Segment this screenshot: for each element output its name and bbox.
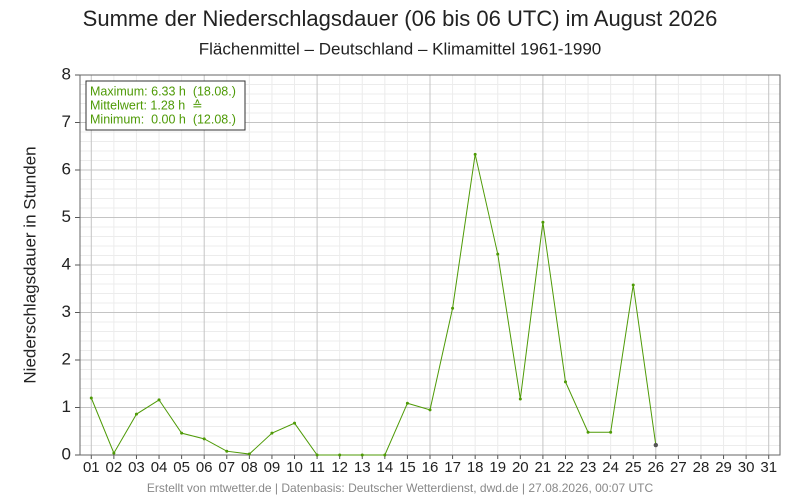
x-tick-label: 28 bbox=[693, 459, 710, 476]
x-tick-label: 16 bbox=[422, 459, 439, 476]
x-tick-label: 27 bbox=[670, 459, 687, 476]
data-point bbox=[631, 283, 635, 287]
y-tick-label: 8 bbox=[62, 64, 71, 83]
x-tick-label: 29 bbox=[715, 459, 732, 476]
data-point bbox=[609, 430, 613, 434]
data-point bbox=[563, 380, 567, 384]
annotation: Mittelwert: 1.28 h ≙ bbox=[90, 98, 203, 112]
y-tick-label: 6 bbox=[62, 159, 71, 178]
y-tick-label: 5 bbox=[62, 207, 71, 226]
data-point bbox=[157, 398, 161, 402]
data-point bbox=[405, 401, 409, 405]
y-tick-label: 1 bbox=[62, 397, 71, 416]
data-point bbox=[293, 421, 297, 425]
annotation: Minimum: 0.00 h (12.08.) bbox=[90, 112, 236, 126]
data-point bbox=[496, 252, 500, 256]
x-tick-label: 06 bbox=[196, 459, 213, 476]
y-tick-label: 7 bbox=[62, 112, 71, 131]
x-tick-label: 30 bbox=[738, 459, 755, 476]
chart-title: Summe der Niederschlagsdauer (06 bis 06 … bbox=[83, 6, 718, 31]
data-point bbox=[541, 220, 545, 224]
data-point bbox=[134, 412, 138, 416]
x-tick-label: 05 bbox=[173, 459, 190, 476]
data-line bbox=[90, 154, 657, 456]
x-tick-label: 14 bbox=[376, 459, 393, 476]
chart-subtitle: Flächenmittel – Deutschland – Klimamitte… bbox=[199, 39, 602, 58]
data-point bbox=[428, 408, 432, 412]
x-tick-label: 21 bbox=[535, 459, 552, 476]
data-point bbox=[315, 453, 319, 457]
data-point bbox=[360, 453, 364, 457]
data-point bbox=[89, 396, 93, 400]
x-tick-label: 03 bbox=[128, 459, 145, 476]
x-tick-label: 02 bbox=[106, 459, 123, 476]
x-tick-label: 26 bbox=[647, 459, 664, 476]
data-point bbox=[225, 449, 229, 453]
x-tick-label: 04 bbox=[151, 459, 168, 476]
annotation-box bbox=[85, 80, 246, 131]
x-tick-label: 24 bbox=[602, 459, 619, 476]
x-tick-label: 09 bbox=[264, 459, 281, 476]
data-point bbox=[112, 451, 116, 455]
x-tick-label: 12 bbox=[331, 459, 348, 476]
x-tick-label: 18 bbox=[467, 459, 484, 476]
x-tick-label: 19 bbox=[489, 459, 506, 476]
x-tick-label: 08 bbox=[241, 459, 258, 476]
x-tick-label: 10 bbox=[286, 459, 303, 476]
data-point bbox=[247, 452, 251, 456]
annotation: Maximum: 6.33 h (18.08.) bbox=[90, 84, 236, 98]
x-tick-label: 15 bbox=[399, 459, 416, 476]
x-tick-label: 01 bbox=[83, 459, 100, 476]
y-axis-label: Niederschlagsdauer in Stunden bbox=[20, 146, 39, 383]
x-tick-label: 22 bbox=[557, 459, 574, 476]
x-tick-label: 31 bbox=[760, 459, 777, 476]
y-tick-label: 2 bbox=[62, 349, 71, 368]
data-point bbox=[202, 437, 206, 441]
y-tick-label: 0 bbox=[62, 444, 71, 463]
data-point bbox=[473, 152, 477, 156]
y-tick-label: 4 bbox=[62, 254, 71, 273]
x-tick-label: 17 bbox=[444, 459, 461, 476]
footer: Erstellt von mtwetter.de | Datenbasis: D… bbox=[147, 481, 654, 495]
x-tick-label: 07 bbox=[218, 459, 235, 476]
x-tick-label: 25 bbox=[625, 459, 642, 476]
data-point bbox=[586, 430, 590, 434]
data-point bbox=[451, 306, 455, 310]
data-point bbox=[180, 431, 184, 435]
data-point bbox=[270, 431, 274, 435]
x-tick-label: 13 bbox=[354, 459, 371, 476]
x-tick-label: 20 bbox=[512, 459, 529, 476]
x-tick-label: 11 bbox=[309, 459, 325, 476]
data-point bbox=[338, 453, 342, 457]
data-point bbox=[653, 442, 659, 448]
y-tick-label: 3 bbox=[62, 302, 71, 321]
plot-frame bbox=[79, 74, 781, 456]
data-point bbox=[383, 453, 387, 457]
data-point bbox=[518, 397, 522, 401]
x-tick-label: 23 bbox=[580, 459, 597, 476]
